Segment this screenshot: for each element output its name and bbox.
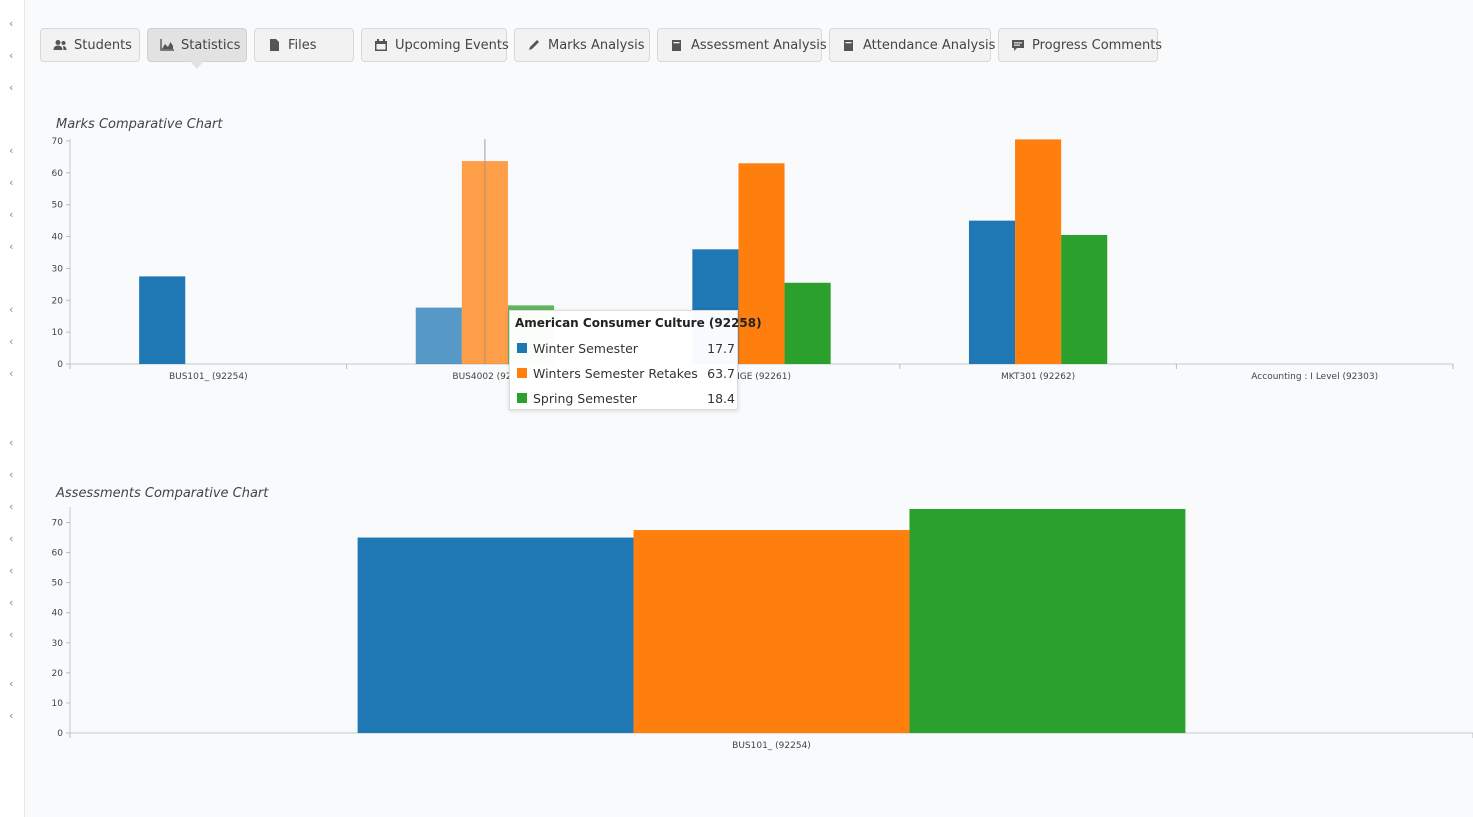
bar-winter — [139, 276, 186, 364]
bar-retakes — [633, 530, 910, 733]
tab-label: Files — [288, 37, 317, 53]
tab-label: Upcoming Events — [395, 37, 509, 53]
tab-label: Attendance Analysis — [863, 37, 996, 53]
main-content: Students Statistics Files Upcoming Events Ma… — [25, 0, 1473, 817]
bar-winter — [357, 537, 634, 733]
assessments-comparative-chart: 0 10 20 30 40 50 60 70 BUS101_ (92254) — [52, 507, 1473, 751]
collapse-chevron-icon[interactable]: ‹ — [9, 240, 14, 253]
tooltip-series-value: 18.4 — [707, 390, 735, 406]
book-icon — [670, 39, 684, 51]
legend-swatch-retakes — [517, 368, 527, 378]
area-chart-icon — [160, 39, 174, 51]
y-tick-label: 60 — [52, 549, 64, 559]
collapse-chevron-icon[interactable]: ‹ — [9, 81, 14, 94]
file-icon — [267, 39, 281, 51]
collapse-chevron-icon[interactable]: ‹ — [9, 436, 14, 449]
bar-winter — [968, 220, 1016, 364]
collapse-chevron-icon[interactable]: ‹ — [9, 709, 14, 722]
x-category-label: BUS101_ (92254) — [732, 741, 811, 751]
bar-retakes — [738, 163, 785, 364]
collapse-chevron-icon[interactable]: ‹ — [9, 532, 14, 545]
tab-files[interactable]: Files — [254, 28, 354, 62]
tooltip-series-name: Winters Semester Retakes — [533, 365, 698, 381]
collapse-chevron-icon[interactable]: ‹ — [9, 49, 14, 62]
y-tick-label: 0 — [57, 360, 63, 370]
users-icon — [53, 39, 67, 51]
x-category-label: BUS4002 (922 — [452, 372, 517, 382]
y-tick-label: 40 — [52, 609, 64, 619]
tooltip-row: Winter Semester 17.7 — [517, 339, 735, 357]
tab-upcoming-events[interactable]: Upcoming Events — [361, 28, 509, 62]
y-tick-label: 30 — [52, 639, 64, 649]
y-tick-label: 0 — [57, 729, 63, 739]
tab-attendance-analysis[interactable]: Attendance Analysis — [829, 28, 995, 62]
collapse-chevron-icon[interactable]: ‹ — [9, 367, 14, 380]
y-tick-label: 60 — [52, 169, 64, 179]
legend-swatch-spring — [517, 393, 527, 403]
bar-winter — [415, 307, 462, 364]
collapse-chevron-icon[interactable]: ‹ — [9, 500, 14, 513]
tab-label: Statistics — [181, 37, 241, 53]
y-tick-label: 70 — [52, 519, 64, 529]
tooltip-row: Spring Semester 18.4 — [517, 389, 735, 407]
x-category-label: BUS101_ (92254) — [169, 372, 248, 382]
collapse-chevron-icon[interactable]: ‹ — [9, 144, 14, 157]
tab-bar: Students Statistics Files Upcoming Events Ma… — [40, 28, 1162, 69]
collapse-chevron-icon[interactable]: ‹ — [9, 564, 14, 577]
marks-chart-title: Marks Comparative Chart — [56, 117, 223, 132]
tab-marks-analysis[interactable]: Marks Analysis — [514, 28, 650, 62]
comment-icon — [1011, 39, 1025, 51]
collapse-chevron-icon[interactable]: ‹ — [9, 628, 14, 641]
bar-retakes — [1015, 139, 1062, 364]
tab-progress-comments[interactable]: Progress Comments — [998, 28, 1162, 62]
pencil-icon — [527, 39, 541, 51]
tooltip-title: American Consumer Culture (92258) — [515, 316, 762, 330]
tooltip-series-value: 63.7 — [707, 365, 735, 381]
y-tick-label: 20 — [52, 296, 64, 306]
x-category-label: MKT301 (92262) — [1001, 372, 1075, 382]
y-tick-label: 50 — [52, 201, 64, 211]
y-tick-label: 30 — [52, 264, 64, 274]
x-category-label: MGE (92261) — [732, 372, 791, 382]
book-icon — [842, 39, 856, 51]
collapse-chevron-icon[interactable]: ‹ — [9, 596, 14, 609]
y-tick-label: 50 — [52, 579, 64, 589]
tab-label: Assessment Analysis — [691, 37, 827, 53]
y-tick-label: 70 — [52, 137, 64, 147]
tooltip-series-value: 17.7 — [707, 340, 735, 356]
tab-assessment-analysis[interactable]: Assessment Analysis — [657, 28, 827, 62]
x-category-label: Accounting : I Level (92303) — [1251, 372, 1378, 382]
collapse-chevron-icon[interactable]: ‹ — [9, 677, 14, 690]
y-tick-label: 20 — [52, 669, 64, 679]
bar-spring — [784, 282, 831, 364]
collapse-chevron-icon[interactable]: ‹ — [9, 303, 14, 316]
collapse-chevron-icon[interactable]: ‹ — [9, 17, 14, 30]
assessments-chart-title: Assessments Comparative Chart — [56, 486, 269, 501]
legend-swatch-winter — [517, 343, 527, 353]
tooltip-row: Winters Semester Retakes 63.7 — [517, 364, 735, 382]
collapse-chevron-icon[interactable]: ‹ — [9, 468, 14, 481]
y-tick-label: 40 — [52, 233, 64, 243]
collapse-chevron-icon[interactable]: ‹ — [9, 335, 14, 348]
collapse-chevron-icon[interactable]: ‹ — [9, 208, 14, 221]
left-rail: ‹ ‹ ‹ ‹ ‹ ‹ ‹ ‹ ‹ ‹ ‹ ‹ ‹ ‹ ‹ ‹ ‹ ‹ ‹ — [0, 0, 25, 817]
tab-statistics[interactable]: Statistics — [147, 28, 247, 69]
tab-label: Progress Comments — [1032, 37, 1163, 53]
bar-spring — [1061, 234, 1108, 364]
tab-label: Students — [74, 37, 132, 53]
collapse-chevron-icon[interactable]: ‹ — [9, 176, 14, 189]
tooltip-series-name: Winter Semester — [533, 340, 638, 356]
tab-students[interactable]: Students — [40, 28, 140, 62]
y-tick-label: 10 — [52, 328, 64, 338]
calendar-icon — [374, 39, 388, 51]
chart-tooltip: American Consumer Culture (92258) Winter… — [509, 310, 762, 410]
tab-label: Marks Analysis — [548, 37, 645, 53]
bar-spring — [909, 509, 1186, 733]
tooltip-series-name: Spring Semester — [533, 390, 638, 406]
y-tick-label: 10 — [52, 699, 64, 709]
